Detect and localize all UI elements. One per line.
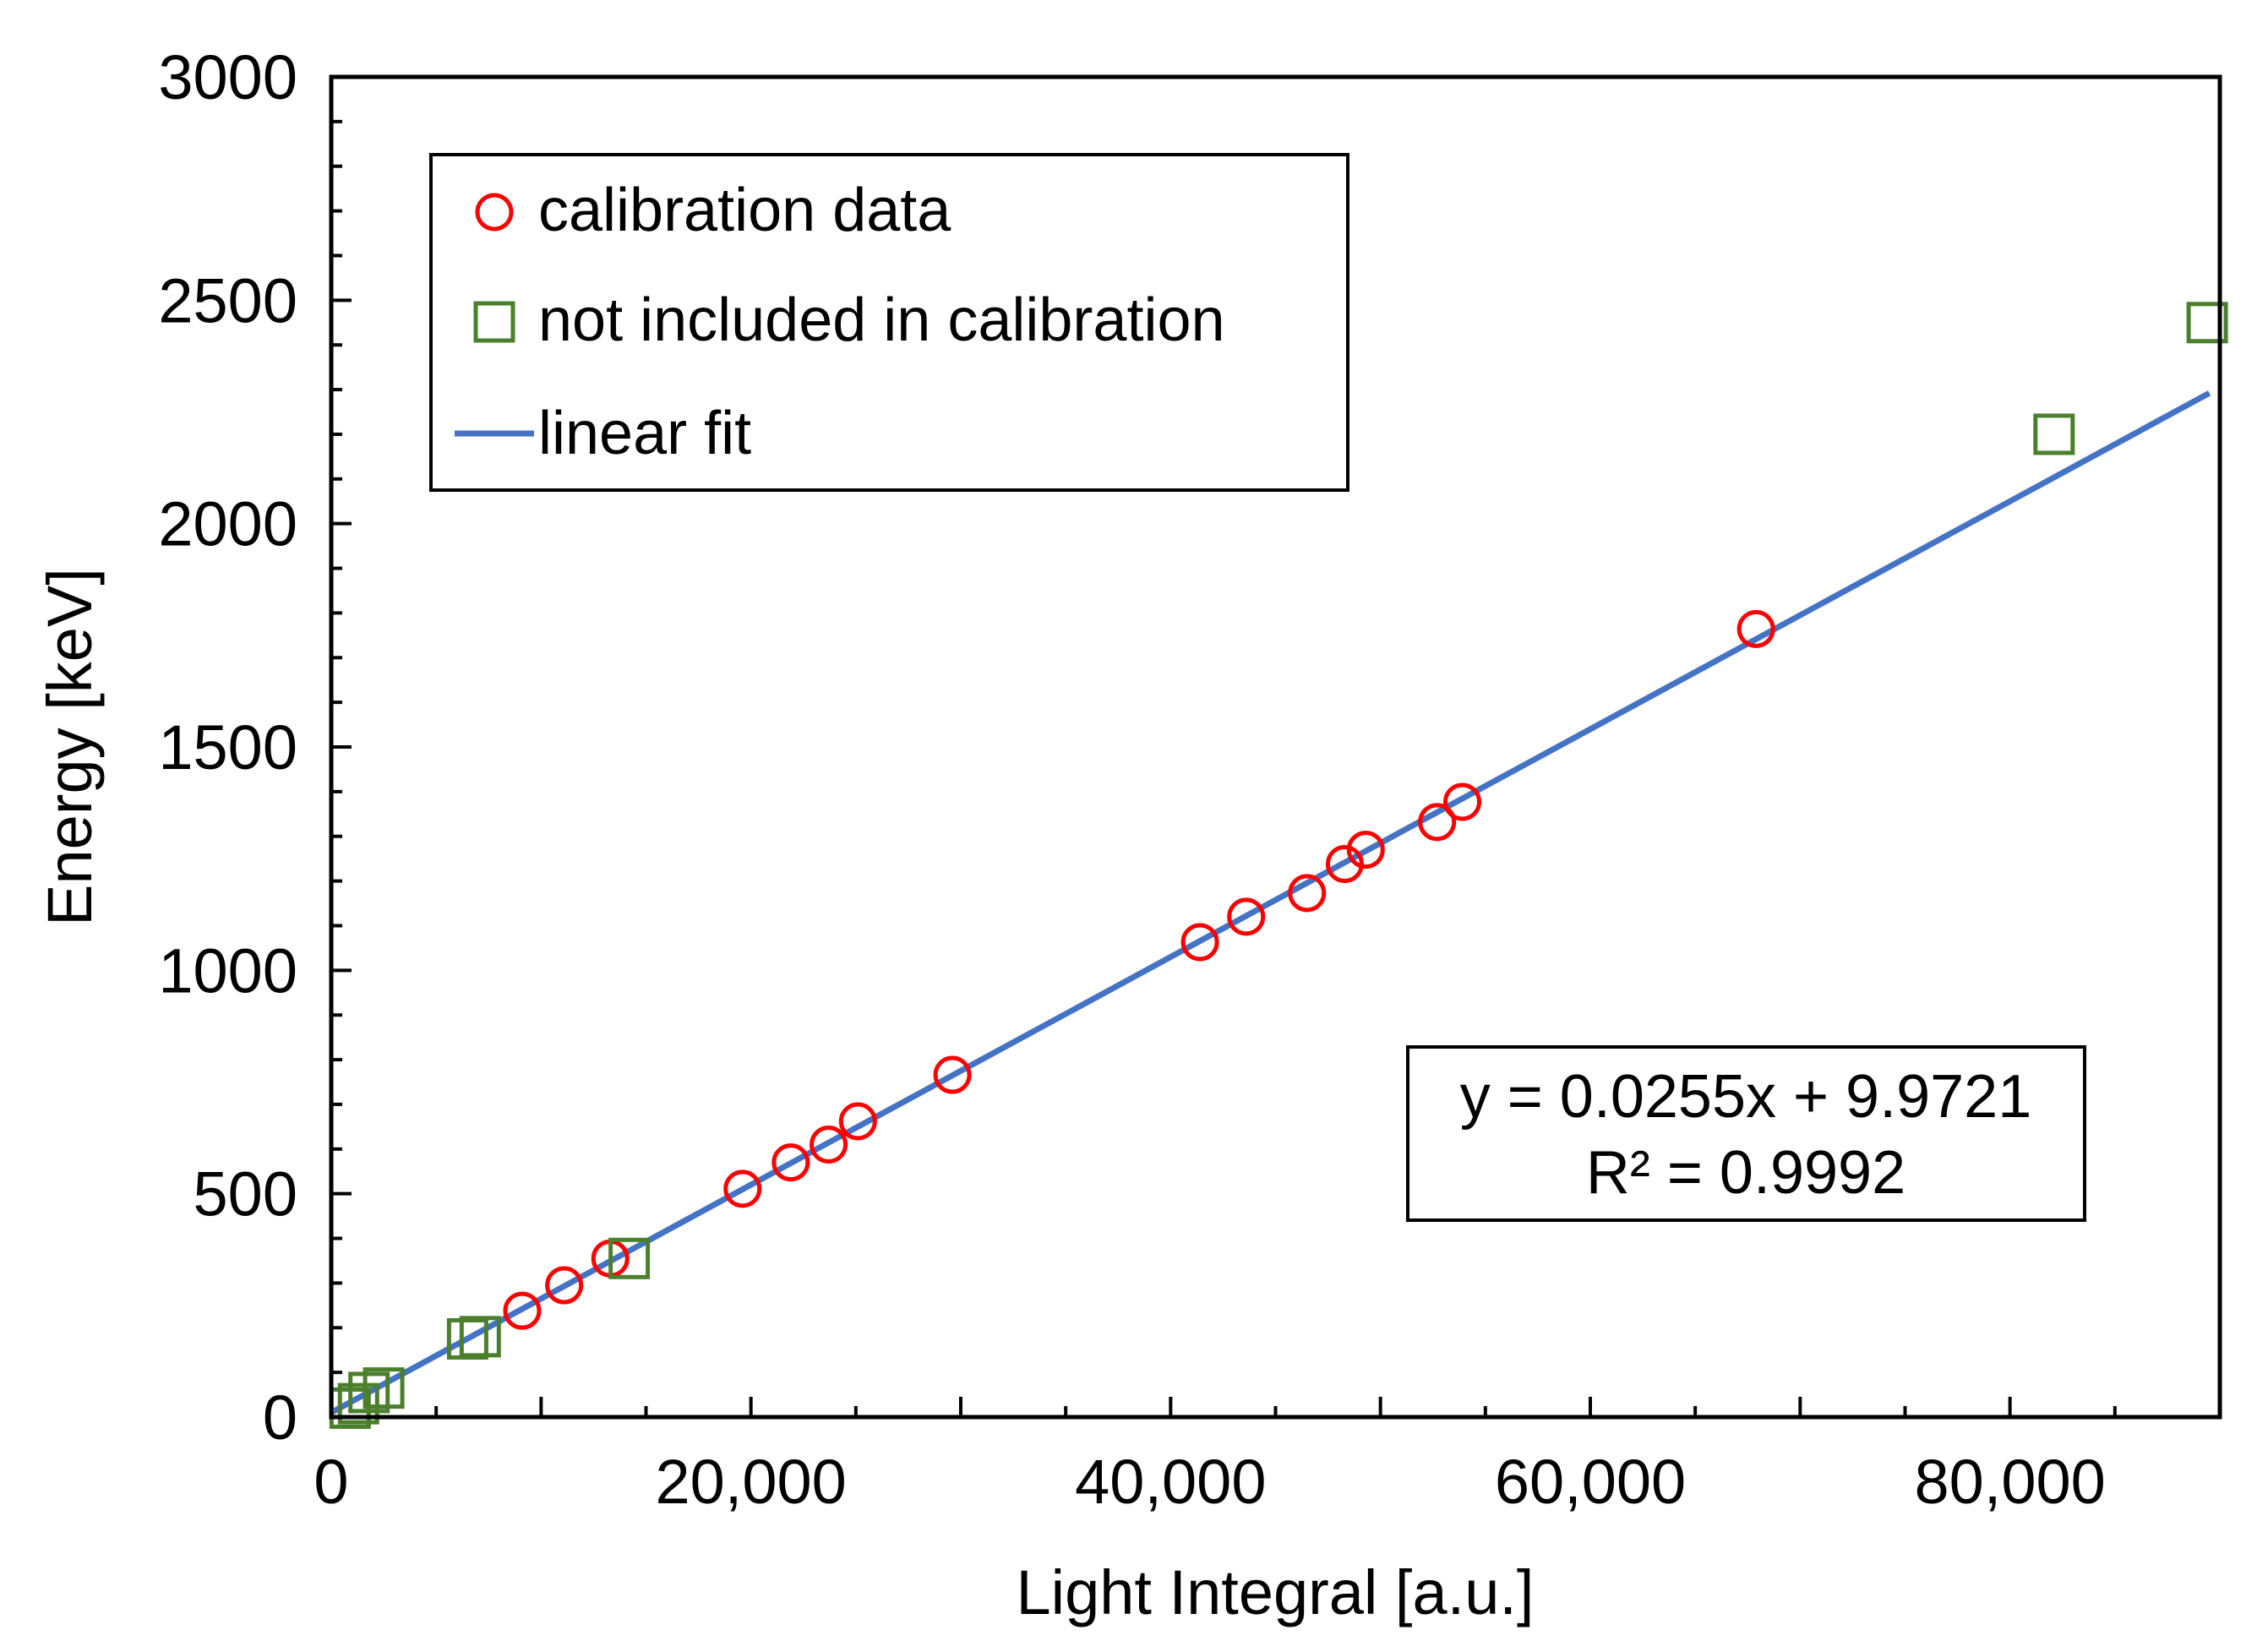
calibration-point	[723, 1169, 762, 1208]
linear-fit-line	[330, 390, 2211, 1415]
legend-label-fit: linear fit	[538, 400, 751, 467]
x-tick-label: 0	[313, 1447, 348, 1517]
x-tick-label: 60,000	[1495, 1447, 1686, 1517]
calibration-point	[933, 1055, 972, 1094]
x-tick-label: 20,000	[655, 1447, 846, 1517]
calibration-point	[1346, 831, 1385, 870]
y-axis-title: Energy [keV]	[35, 568, 105, 926]
plot-frame	[329, 74, 2222, 1420]
calibration-point	[1418, 803, 1457, 842]
legend-label-excluded: not included in calibration	[538, 286, 1225, 354]
fit-r-squared: R² = 0.9992	[1586, 1139, 1905, 1207]
y-tick-label: 1500	[158, 712, 297, 782]
calibration-point	[1180, 923, 1219, 962]
legend-marker-calibration	[475, 193, 514, 232]
excluded-point	[608, 1237, 651, 1279]
calibration-point	[810, 1126, 848, 1164]
legend: calibration data not included in calibra…	[429, 153, 1349, 492]
excluded-point	[2033, 413, 2075, 455]
legend-frame	[429, 153, 1349, 492]
calibration-point	[838, 1102, 877, 1141]
fit-line-layer	[330, 390, 2211, 1415]
calibration-point	[1227, 897, 1266, 936]
axis-ticks: 0 500 1000 1500 2000 2500 3000 0 20,000 40,000 60,…	[158, 42, 2222, 1517]
y-tick-label: 3000	[158, 42, 297, 112]
calibration-point	[771, 1143, 810, 1182]
calibration-point	[503, 1291, 542, 1330]
excluded-point	[348, 1371, 390, 1414]
fit-annotation: y = 0.0255x + 9.9721 R² = 0.9992	[1406, 1045, 2086, 1222]
y-tick-label: 0	[263, 1382, 297, 1453]
excluded-point	[337, 1382, 379, 1425]
calibration-point	[1443, 782, 1482, 821]
fit-equation: y = 0.0255x + 9.9721	[1460, 1063, 2032, 1131]
x-tick-label: 40,000	[1075, 1447, 1266, 1517]
legend-marker-excluded	[473, 301, 515, 343]
excluded-point	[459, 1316, 501, 1358]
calibration-point	[1288, 874, 1327, 913]
fit-annotation-box	[1406, 1045, 2086, 1222]
y-tick-label: 1000	[158, 935, 297, 1006]
calibration-point	[1736, 609, 1775, 648]
excluded-point	[363, 1367, 405, 1409]
excluded-point	[2186, 302, 2228, 344]
y-tick-label: 2000	[158, 489, 297, 559]
data-points-layer	[329, 302, 2228, 1429]
y-tick-label: 500	[194, 1159, 297, 1229]
y-tick-label: 2500	[158, 265, 297, 335]
calibration-point	[545, 1266, 584, 1305]
x-axis-title: Light Integral [a.u.]	[1017, 1557, 1535, 1627]
x-tick-label: 80,000	[1914, 1447, 2105, 1517]
legend-label-calibration: calibration data	[538, 177, 951, 244]
excluded-point	[446, 1317, 488, 1360]
